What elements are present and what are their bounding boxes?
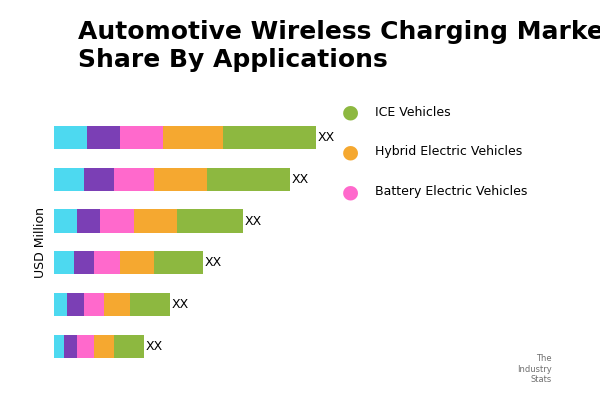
Text: ICE Vehicles: ICE Vehicles — [375, 106, 451, 118]
Bar — [130, 293, 170, 316]
Text: ●: ● — [342, 142, 359, 162]
Bar — [87, 126, 121, 149]
Bar — [64, 335, 77, 358]
Bar — [163, 126, 223, 149]
Bar — [177, 210, 243, 232]
Text: Hybrid Electric Vehicles: Hybrid Electric Vehicles — [375, 146, 522, 158]
Bar — [154, 168, 206, 191]
Text: XX: XX — [245, 214, 262, 228]
Bar — [94, 335, 114, 358]
Bar — [121, 252, 154, 274]
Text: The
Industry
Stats: The Industry Stats — [517, 354, 552, 384]
Text: XX: XX — [205, 256, 222, 270]
Text: XX: XX — [291, 172, 308, 186]
Text: Battery Electric Vehicles: Battery Electric Vehicles — [375, 186, 527, 198]
Bar — [77, 210, 100, 232]
Bar — [54, 252, 74, 274]
Bar — [54, 126, 87, 149]
Bar — [94, 252, 121, 274]
Bar — [54, 168, 84, 191]
Bar — [54, 335, 64, 358]
Bar — [100, 210, 134, 232]
Text: ●: ● — [342, 102, 359, 122]
Bar — [67, 293, 84, 316]
Y-axis label: USD Million: USD Million — [34, 206, 47, 278]
Bar — [74, 252, 94, 274]
Text: XX: XX — [172, 298, 189, 312]
Bar — [206, 168, 290, 191]
Bar — [114, 168, 154, 191]
Bar — [134, 210, 177, 232]
Bar — [121, 126, 163, 149]
Bar — [84, 293, 104, 316]
Bar — [154, 252, 203, 274]
Text: XX: XX — [318, 131, 335, 144]
Text: ●: ● — [342, 182, 359, 202]
Bar — [104, 293, 130, 316]
Bar — [54, 293, 67, 316]
Bar — [223, 126, 316, 149]
Text: Automotive Wireless Charging Market
Share By Applications: Automotive Wireless Charging Market Shar… — [78, 20, 600, 72]
Bar — [54, 210, 77, 232]
Bar — [114, 335, 143, 358]
Bar — [84, 168, 114, 191]
Text: XX: XX — [145, 340, 163, 353]
Bar — [77, 335, 94, 358]
